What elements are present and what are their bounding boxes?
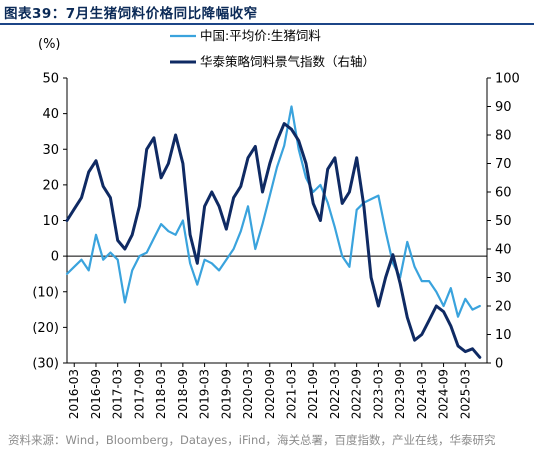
right-tick-label: 100 [495, 72, 520, 87]
left-tick-label: 40 [42, 107, 59, 122]
legend-label: 华泰策略饲料景气指数（右轴） [200, 54, 375, 69]
x-tick-label: 2016-03 [67, 369, 81, 419]
x-tick-label: 2019-09 [219, 369, 233, 419]
right-tick-label: 80 [495, 129, 512, 144]
line-chart: 50403020100(10)(20)(30)10090807060504030… [32, 28, 520, 419]
x-tick-label: 2022-03 [328, 369, 342, 419]
series-feed-price-line [65, 105, 481, 318]
x-tick-label: 2023-03 [371, 369, 385, 419]
x-tick-label: 2022-09 [350, 369, 364, 419]
right-tick-label: 0 [495, 357, 503, 372]
x-tick-label: 2017-09 [132, 369, 146, 419]
right-tick-label: 60 [495, 186, 512, 201]
right-tick-label: 40 [495, 243, 512, 258]
right-tick-label: 90 [495, 100, 512, 115]
right-tick-label: 70 [495, 157, 512, 172]
chart-axes: 50403020100(10)(20)(30)10090807060504030… [32, 37, 520, 419]
left-tick-label: 30 [42, 143, 59, 158]
left-tick-label: (20) [32, 321, 59, 336]
legend-label: 中国:平均价:生猪饲料 [200, 28, 321, 43]
x-tick-label: 2018-03 [154, 369, 168, 419]
x-tick-label: 2025-03 [458, 369, 472, 419]
x-tick-label: 2020-09 [263, 369, 277, 419]
left-tick-label: (10) [32, 285, 59, 300]
series-sentiment-index-line [65, 122, 482, 359]
left-tick-label: 50 [42, 72, 59, 87]
chart-lines [65, 105, 482, 359]
left-axis-unit: (%) [38, 37, 61, 52]
figure-title: 图表39：7月生猪饲料价格同比降幅收窄 [4, 6, 258, 22]
title-rule [0, 23, 534, 25]
left-tick-label: 20 [42, 178, 59, 193]
right-tick-label: 50 [495, 214, 512, 229]
right-tick-label: 20 [495, 300, 512, 315]
right-tick-label: 10 [495, 328, 512, 343]
x-tick-label: 2023-09 [393, 369, 407, 419]
x-tick-label: 2021-03 [284, 369, 298, 419]
left-tick-label: (30) [32, 357, 59, 372]
x-tick-label: 2021-09 [306, 369, 320, 419]
x-tick-label: 2018-09 [176, 369, 190, 419]
left-tick-label: 10 [42, 214, 59, 229]
right-tick-label: 30 [495, 271, 512, 286]
x-tick-label: 2020-03 [241, 369, 255, 419]
source-note: 资料来源：Wind，Bloomberg，Datayes，iFind，海关总署，百… [8, 433, 496, 447]
x-tick-label: 2024-03 [415, 369, 429, 419]
x-tick-label: 2019-03 [198, 369, 212, 419]
x-tick-label: 2024-09 [437, 369, 451, 419]
left-tick-label: 0 [51, 250, 59, 265]
x-tick-label: 2016-09 [89, 369, 103, 419]
x-tick-label: 2017-03 [111, 369, 125, 419]
